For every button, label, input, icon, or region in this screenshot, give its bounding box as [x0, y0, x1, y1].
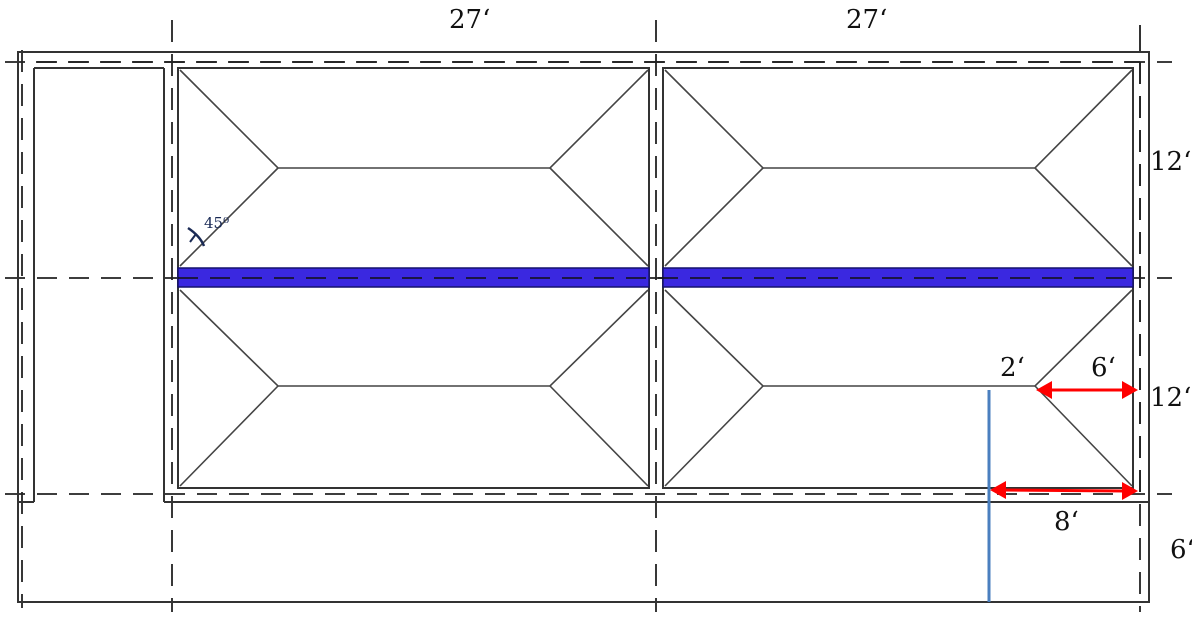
- angle-arc-icon: [187, 226, 206, 247]
- dim-inner-6: 6‘: [1091, 353, 1116, 383]
- yield-line-right-lower: [664, 289, 1133, 387]
- yield-line-right-upper-r: [1034, 167, 1133, 267]
- yield-line-right-lower-l: [664, 385, 764, 487]
- dim-right-upper: 12‘: [1150, 147, 1191, 177]
- yield-line-left-upper-l: [179, 167, 279, 267]
- yield-line-right-upper: [664, 69, 1133, 169]
- arrow-6ft: [1036, 381, 1138, 399]
- arrowhead-left-icon: [990, 481, 1006, 499]
- arrowhead-right-icon: [1122, 381, 1138, 399]
- arrowhead-right-icon: [1122, 482, 1138, 500]
- angle-mark: 45⁰: [187, 214, 229, 247]
- beams: [177, 267, 1134, 288]
- dim-right-lower: 12‘: [1150, 383, 1191, 413]
- dim-right-bottom: 6‘: [1170, 535, 1192, 565]
- dim-top-right-span: 27‘: [846, 5, 887, 35]
- outer-boundary: [17, 51, 1150, 603]
- yield-line-left-lower: [179, 289, 649, 387]
- walls: [17, 25, 1150, 603]
- yield-line-left-lower-r: [549, 385, 649, 487]
- dim-top-left-span: 27‘: [449, 5, 490, 35]
- yield-line-right-upper-l: [664, 167, 764, 267]
- arrow-8ft: [990, 481, 1138, 500]
- angle-label: 45⁰: [204, 214, 229, 232]
- yield-line-right-lower-r: [1034, 385, 1133, 487]
- dim-inner-8: 8‘: [1054, 507, 1079, 537]
- dimension-arrows: [990, 381, 1138, 500]
- slab-yield-lines: [179, 69, 1133, 487]
- yield-line-left-upper-r: [549, 167, 649, 267]
- yield-line-left-lower-l: [179, 385, 279, 487]
- grid-lines: [5, 20, 1172, 612]
- angle-tick-icon: [189, 233, 197, 243]
- yield-line-left-upper: [179, 69, 649, 169]
- dim-inner-2: 2‘: [1000, 353, 1025, 383]
- arrowhead-left-icon: [1036, 381, 1052, 399]
- dimension-labels: 27‘ 27‘ 12‘ 12‘ 6‘ 2‘ 6‘ 8‘: [449, 5, 1192, 565]
